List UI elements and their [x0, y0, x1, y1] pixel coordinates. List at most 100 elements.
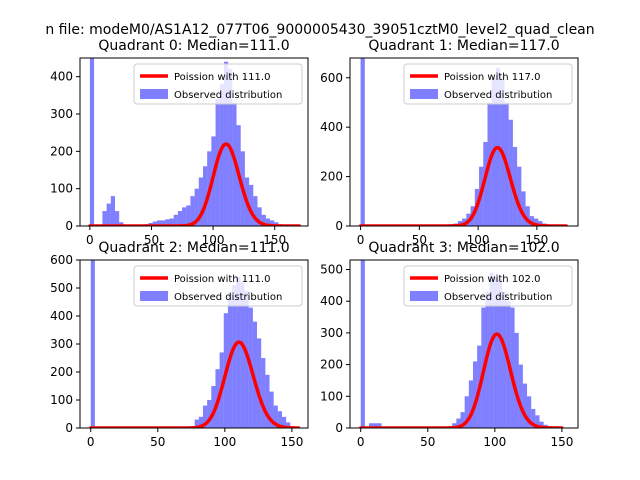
hist-bar — [456, 418, 461, 428]
hist-bar — [377, 423, 382, 428]
hist-bar — [273, 405, 278, 428]
hist-bar — [517, 166, 522, 226]
hist-bar — [177, 211, 183, 226]
hist-bar — [277, 411, 282, 428]
hist-bar — [102, 211, 107, 226]
legend-label: Poission with 111.0 — [174, 274, 270, 285]
hist-bar — [502, 291, 507, 428]
plot-area-0 — [88, 58, 302, 226]
x-tick-label: 100 — [467, 233, 490, 247]
hist-bar — [508, 119, 513, 226]
panel-title: Quadrant 0: Median=111.0 — [98, 38, 289, 54]
legend-label: Observed distribution — [174, 90, 282, 101]
hist-bar — [198, 177, 203, 226]
hist-bar — [190, 196, 195, 226]
legend-patch-swatch — [140, 89, 168, 99]
hist-bar — [527, 396, 532, 428]
y-tick-label: 500 — [320, 263, 343, 277]
y-tick-label: 0 — [335, 421, 343, 435]
panel-title: Quadrant 1: Median=117.0 — [368, 38, 559, 54]
panel-2: 0 50 100 150 0 100 200 300 400 500 600 Quadrant 2: … — [50, 240, 309, 449]
hist-bar — [452, 423, 457, 428]
x-tick-label: 0 — [357, 435, 365, 449]
legend-patch-swatch — [140, 291, 168, 301]
hist-bar — [202, 166, 208, 226]
panel-title: Quadrant 3: Median=102.0 — [368, 240, 559, 256]
hist-bar — [457, 221, 463, 226]
x-tick-label: 0 — [86, 233, 94, 247]
hist-bar — [521, 191, 526, 226]
x-tick-label: 50 — [420, 435, 435, 449]
y-tick-label: 300 — [50, 107, 73, 121]
hist-bar — [531, 408, 536, 428]
hist-bar — [236, 276, 241, 428]
x-tick-label: 150 — [263, 233, 286, 247]
hist-bar — [244, 290, 249, 428]
legend: Poission with 111.0 Observed distribution — [133, 63, 303, 105]
hist-bar — [493, 275, 498, 428]
y-tick-label: 400 — [50, 70, 73, 84]
hist-bar — [232, 285, 237, 428]
hist-bar — [286, 422, 291, 428]
legend: Poission with 117.0 Observed distribution — [403, 63, 573, 105]
hist-bar — [360, 260, 365, 428]
legend-frame — [133, 265, 303, 307]
y-tick-label: 0 — [65, 421, 73, 435]
y-tick-label: 0 — [65, 219, 73, 233]
hist-bar — [468, 380, 473, 428]
x-tick-label: 50 — [144, 233, 159, 247]
y-tick-label: 600 — [320, 71, 343, 85]
hist-bar — [472, 361, 478, 428]
plot-area-1 — [358, 58, 568, 226]
y-tick-label: 200 — [320, 170, 343, 184]
hist-bar — [173, 214, 178, 226]
panel-3: 0 50 100 150 0 100 200 300 400 500 Quadrant 3: Med… — [320, 240, 579, 449]
y-tick-label: 400 — [50, 309, 73, 323]
hist-bar — [514, 332, 519, 428]
panel-1: 0 50 100 150 0 200 400 600 Quadrant 1: Median=11… — [320, 38, 579, 247]
figure-suptitle: n file: modeM0/AS1A12_077T06_9000005430_… — [45, 22, 594, 38]
hist-bar — [169, 218, 174, 226]
y-tick-label: 200 — [320, 358, 343, 372]
legend-patch-swatch — [410, 291, 438, 301]
y-tick-label: 300 — [320, 326, 343, 340]
hist-bar — [460, 412, 465, 428]
hist-bar — [265, 218, 271, 226]
y-tick-label: 400 — [320, 294, 343, 308]
panel-0: 0 50 100 150 0 100 200 300 400 Quadrant 0: Median… — [50, 38, 309, 247]
y-tick-label: 300 — [50, 337, 73, 351]
hist-bar — [522, 383, 528, 428]
x-tick-label: 100 — [483, 435, 506, 449]
hist-bar — [489, 272, 494, 428]
hist-bar — [207, 400, 212, 428]
hist-bar — [152, 221, 157, 226]
hist-bar — [257, 338, 262, 428]
hist-bar — [512, 146, 518, 226]
hist-bar — [194, 188, 199, 226]
legend-label: Poission with 102.0 — [444, 274, 540, 285]
hist-bar — [270, 220, 275, 226]
axes-frame — [349, 259, 579, 429]
hist-bar — [539, 421, 544, 428]
y-tick-label: 500 — [50, 281, 73, 295]
hist-bar — [261, 214, 266, 226]
hist-bar — [535, 415, 540, 428]
hist-bar — [106, 203, 111, 226]
legend-frame — [403, 63, 573, 105]
legend-label: Observed distribution — [174, 292, 282, 303]
panels: 0 50 100 150 0 100 200 300 400 Quadrant 0: Median… — [50, 38, 579, 449]
hist-bar — [281, 416, 287, 428]
hist-bar — [257, 207, 262, 226]
panel-title: Quadrant 2: Median=111.0 — [98, 240, 289, 256]
hist-bar — [261, 358, 266, 428]
y-tick-label: 600 — [50, 253, 73, 267]
y-tick-label: 100 — [50, 182, 73, 196]
hist-bar — [115, 211, 120, 226]
y-tick-label: 200 — [50, 144, 73, 158]
axes-frame — [79, 57, 309, 227]
hist-bar — [119, 222, 124, 226]
y-tick-label: 100 — [50, 393, 73, 407]
poisson-line — [88, 142, 302, 226]
hist-bar — [510, 307, 515, 428]
